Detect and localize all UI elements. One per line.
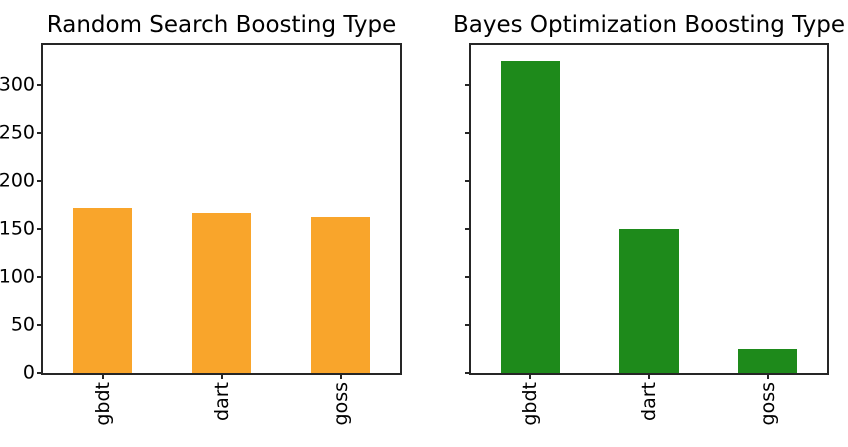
- x-tick-label-gbdt: gbdt: [91, 382, 114, 426]
- y-tick-mark: [37, 131, 41, 134]
- bar-goss: [738, 348, 798, 373]
- y-tick-mark: [465, 179, 469, 182]
- y-tick-label: 200: [0, 169, 35, 192]
- y-tick-mark: [465, 372, 469, 374]
- y-tick-mark: [37, 275, 41, 278]
- y-tick-label: 300: [0, 73, 35, 96]
- x-tick-label-goss: goss: [756, 382, 779, 426]
- x-tick-mark: [766, 375, 769, 379]
- random-search-chart: Random Search Boosting Type 0 50 100 150 200…: [0, 12, 402, 426]
- x-tick-label-dart: dart: [210, 382, 233, 421]
- random-search-chart-title: Random Search Boosting Type: [46, 11, 397, 38]
- x-tick-label-dart: dart: [638, 382, 660, 421]
- y-tick-label: 150: [0, 217, 35, 240]
- y-tick-mark: [465, 227, 469, 230]
- y-tick-mark: [37, 83, 41, 86]
- y-tick-mark: [37, 179, 41, 182]
- y-tick-label: 50: [10, 313, 35, 336]
- x-tick-mark: [101, 375, 104, 379]
- y-tick-mark: [465, 275, 469, 278]
- y-tick-mark: [37, 372, 41, 374]
- x-tick-mark: [648, 375, 650, 379]
- x-tick-label-gbdt: gbdt: [519, 382, 542, 426]
- bar-dart: [619, 228, 679, 373]
- y-tick-mark: [465, 83, 469, 86]
- bar-gbdt: [72, 207, 133, 373]
- bar-goss: [310, 217, 371, 373]
- bar-gbdt: [500, 60, 560, 373]
- y-tick-label: 100: [0, 265, 35, 288]
- x-tick-mark: [220, 375, 223, 379]
- y-tick-mark: [465, 323, 469, 326]
- y-tick-label: 250: [0, 121, 35, 144]
- x-tick-mark: [339, 375, 342, 379]
- x-tick-mark: [529, 375, 532, 379]
- y-tick-label: 0: [22, 361, 35, 384]
- y-tick-mark: [465, 131, 469, 134]
- bar-dart: [191, 213, 252, 373]
- x-tick-label-goss: goss: [329, 382, 352, 426]
- y-tick-mark: [37, 227, 41, 230]
- y-tick-mark: [37, 323, 41, 326]
- bayes-optimization-chart: Bayes Optimization Boosting Type gbdt dar…: [453, 12, 845, 426]
- bayes-optimization-chart-title: Bayes Optimization Boosting Type: [453, 11, 845, 38]
